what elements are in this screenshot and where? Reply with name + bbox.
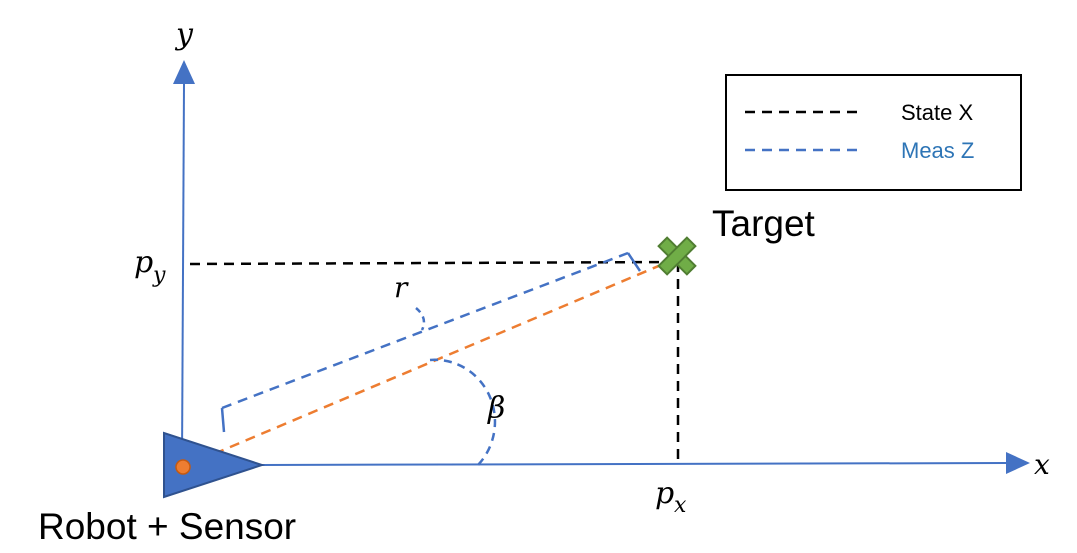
svg-text:p: p — [655, 476, 674, 511]
bearing-label: β — [487, 391, 505, 426]
svg-text:p: p — [134, 245, 153, 280]
legend: State X Meas Z — [726, 75, 1021, 190]
sensor-dot — [176, 460, 190, 474]
legend-box — [726, 75, 1021, 190]
robot-icon — [164, 433, 262, 497]
range-bracket: r — [222, 253, 640, 432]
py-label: p y — [134, 245, 166, 288]
svg-text:x: x — [674, 493, 687, 518]
target-label: Target — [712, 203, 816, 244]
bearing-arc: β — [430, 360, 505, 465]
legend-state-label: State X — [901, 100, 973, 125]
target-icon — [649, 228, 706, 285]
y-axis-label: y — [174, 17, 194, 52]
y-axis: y — [173, 17, 195, 460]
legend-meas-label: Meas Z — [901, 138, 974, 163]
robot-label: Robot + Sensor — [38, 506, 296, 547]
range-label: r — [394, 271, 409, 304]
svg-text:y: y — [152, 263, 166, 288]
line-of-sight-ray — [183, 262, 668, 467]
x-axis-label: x — [1034, 448, 1050, 481]
px-label: p x — [655, 476, 687, 518]
